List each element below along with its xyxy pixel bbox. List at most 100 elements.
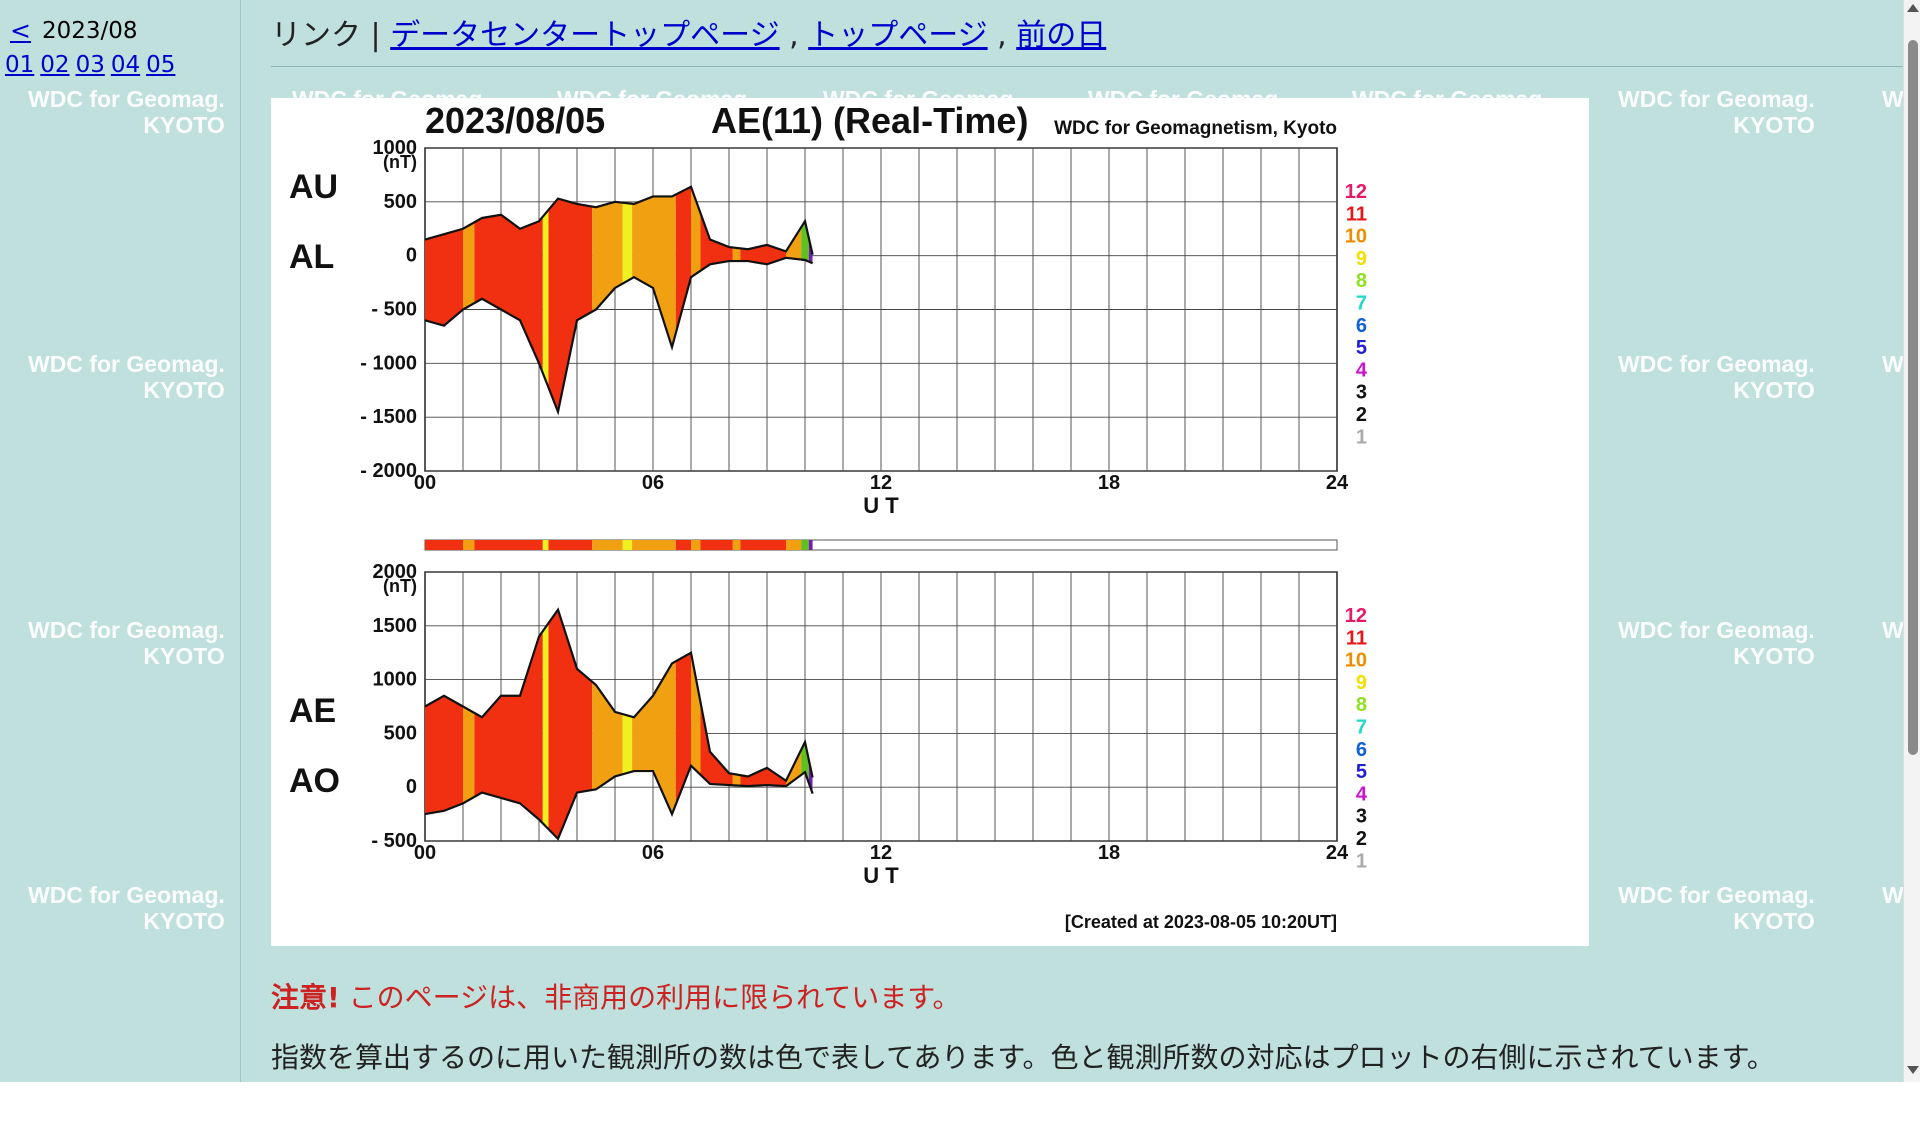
x-axis-label: U T bbox=[863, 493, 899, 518]
previous-day-link[interactable]: 前の日 bbox=[1016, 18, 1107, 53]
y-unit-label: (nT) bbox=[383, 576, 417, 596]
y-tick-label: 1500 bbox=[373, 615, 418, 637]
station-color-note: 指数を算出するのに用いた観測所の数は色で表してあります。色と観測所数の対応はプロ… bbox=[271, 1041, 1775, 1074]
chart-source: WDC for Geomagnetism, Kyoto bbox=[1054, 118, 1337, 139]
x-tick-label: 06 bbox=[642, 842, 664, 864]
x-tick-label: 12 bbox=[870, 842, 892, 864]
watermark: WDC for Geomag.KYOTO bbox=[1618, 882, 1815, 934]
scroll-up-arrow-icon[interactable] bbox=[1907, 4, 1919, 12]
y-tick-label: - 2000 bbox=[360, 460, 417, 482]
day-link-04[interactable]: 04 bbox=[110, 52, 141, 78]
coverage-segment bbox=[801, 540, 809, 550]
day-link-03[interactable]: 03 bbox=[75, 52, 105, 78]
coverage-segment bbox=[808, 540, 813, 550]
y-tick-label: 2000 bbox=[373, 561, 418, 583]
coverage-segment bbox=[700, 540, 733, 550]
watermark: WDC for Geomag.KYOTO bbox=[28, 882, 225, 934]
coverage-segment bbox=[558, 540, 593, 550]
link-separator: , bbox=[987, 18, 1017, 53]
warning-label: 注意! bbox=[271, 981, 340, 1014]
watermark: WDC for Geomag.KYOTO bbox=[1618, 617, 1815, 669]
vertical-scrollbar[interactable] bbox=[1903, 0, 1920, 1082]
month-label: 2023/08 bbox=[42, 18, 138, 44]
station-count-band bbox=[548, 186, 558, 412]
station-legend-entry: 9 bbox=[1356, 248, 1367, 270]
y-unit-label: (nT) bbox=[383, 152, 417, 172]
coverage-segment bbox=[632, 540, 676, 550]
watermark: WDC for Geomag.KYOTO bbox=[28, 86, 225, 138]
station-count-band bbox=[548, 609, 558, 839]
station-legend-entry: 2 bbox=[1356, 828, 1367, 850]
watermark: WDC for Geomag.KYOTO bbox=[28, 351, 225, 403]
y-tick-label: - 500 bbox=[371, 830, 417, 852]
link-bar-prefix: リンク | bbox=[271, 18, 391, 53]
station-legend-entry: 11 bbox=[1346, 627, 1367, 649]
prev-month-link[interactable]: < bbox=[10, 16, 31, 45]
page-viewport: WDC for Geomag. KYOTO WDC for Geomag. KYOTO… bbox=[0, 0, 1920, 1082]
watermark-line: WDC for Geomag. bbox=[28, 882, 225, 908]
station-count-band bbox=[542, 186, 549, 412]
y-tick-label: 500 bbox=[384, 722, 417, 744]
watermark-line: WDC for Geomag. bbox=[1618, 351, 1815, 377]
chart-title: AE(11) (Real-Time) bbox=[711, 100, 1028, 141]
watermark-line: KYOTO bbox=[143, 377, 225, 403]
coverage-segment bbox=[548, 540, 558, 550]
day-link-05[interactable]: 05 bbox=[146, 52, 176, 78]
coverage-segment bbox=[474, 540, 543, 550]
side-label-al: AL bbox=[289, 238, 334, 276]
coverage-segment bbox=[786, 540, 802, 550]
left-nav-frame: < 2023/08 01 02 03 04 05 bbox=[0, 0, 241, 1082]
station-count-band bbox=[622, 609, 633, 839]
station-legend-entry: 1 bbox=[1356, 850, 1367, 872]
side-label-ao: AO bbox=[289, 762, 340, 800]
day-links: 01 02 03 04 05 bbox=[5, 52, 181, 78]
watermark-line: WDC for Geomag. bbox=[1618, 86, 1815, 112]
station-count-band bbox=[691, 609, 701, 839]
y-tick-label: 0 bbox=[406, 245, 417, 267]
series-line-ae bbox=[424, 607, 814, 783]
main-frame: リンク | データセンタートップページ , トップページ , 前の日 1000 5… bbox=[241, 0, 1903, 1082]
y-tick-label: - 1000 bbox=[360, 352, 417, 374]
day-link-02[interactable]: 02 bbox=[40, 52, 70, 78]
watermark: WDC for Geomag.KYOTO bbox=[1618, 351, 1815, 403]
station-legend-entry: 6 bbox=[1356, 739, 1367, 761]
station-legend-entry: 8 bbox=[1356, 694, 1367, 716]
coverage-segment bbox=[463, 540, 475, 550]
day-link-01[interactable]: 01 bbox=[5, 52, 35, 78]
watermark-line: KYOTO bbox=[1733, 112, 1815, 138]
x-tick-label: 12 bbox=[870, 472, 892, 494]
side-label-ae: AE bbox=[289, 692, 336, 730]
series-line-ao bbox=[424, 763, 814, 841]
link-separator: , bbox=[779, 18, 809, 53]
watermark-line: WDC for Geomag. bbox=[1618, 882, 1815, 908]
coverage-segment bbox=[691, 540, 701, 550]
watermark-line: WDC for Geomag. bbox=[1618, 617, 1815, 643]
x-tick-label: 00 bbox=[414, 842, 436, 864]
scroll-thumb[interactable] bbox=[1908, 40, 1918, 755]
y-tick-label: 500 bbox=[384, 191, 417, 213]
station-legend-entry: 8 bbox=[1356, 270, 1367, 292]
side-label-au: AU bbox=[289, 168, 338, 206]
station-legend-entry: 4 bbox=[1356, 359, 1368, 381]
coverage-segment bbox=[675, 540, 691, 550]
x-tick-label: 24 bbox=[1326, 842, 1349, 864]
usage-warning: 注意! このページは、非商用の利用に限られています。 bbox=[271, 976, 960, 1016]
watermark: WDC for Geomag.KYOTO bbox=[1618, 86, 1815, 138]
series-line-al bbox=[424, 256, 814, 416]
station-legend-entry: 12 bbox=[1345, 605, 1367, 627]
station-count-band bbox=[463, 609, 475, 839]
station-legend-entry: 5 bbox=[1356, 761, 1367, 783]
scroll-down-arrow-icon[interactable] bbox=[1907, 1066, 1919, 1074]
coverage-segment bbox=[592, 540, 623, 550]
y-tick-label: 1000 bbox=[373, 669, 418, 691]
station-legend-entry: 3 bbox=[1356, 382, 1367, 404]
watermark-line: WDC for Geomag. bbox=[28, 86, 225, 112]
x-tick-label: 18 bbox=[1098, 842, 1120, 864]
chart-date: 2023/08/05 bbox=[425, 100, 605, 141]
top-page-link[interactable]: トップページ bbox=[808, 18, 988, 53]
datacenter-top-link[interactable]: データセンタートップページ bbox=[390, 18, 780, 53]
station-legend-entry: 10 bbox=[1345, 226, 1367, 248]
station-legend-entry: 10 bbox=[1345, 650, 1367, 672]
coverage-segment bbox=[732, 540, 741, 550]
